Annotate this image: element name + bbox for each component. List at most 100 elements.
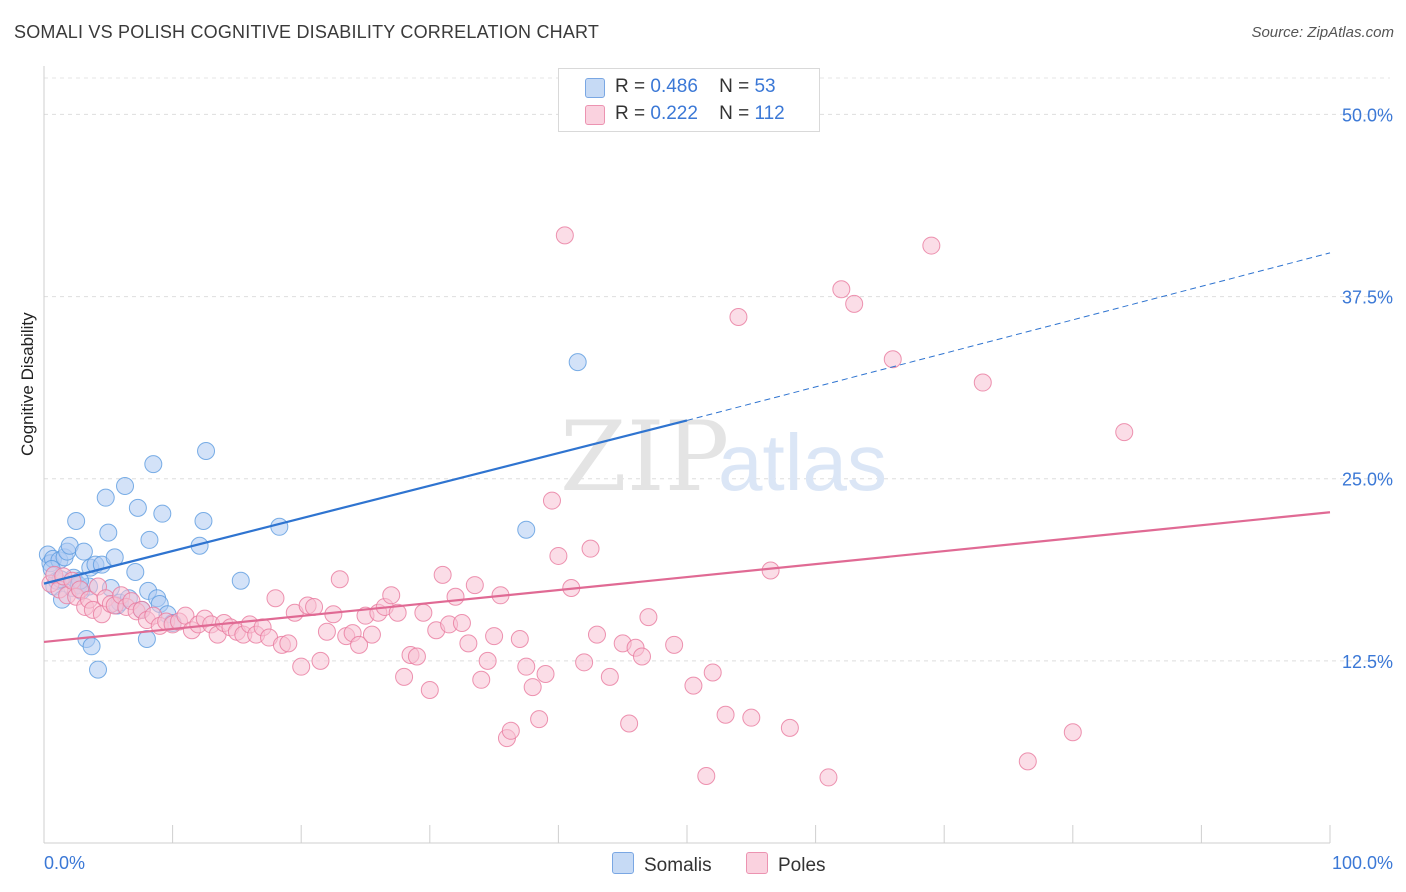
poles-point xyxy=(819,768,838,787)
poles-point xyxy=(665,635,684,654)
poles-point xyxy=(407,647,426,666)
poles-point xyxy=(536,664,555,683)
poles-point xyxy=(523,678,542,697)
poles-point xyxy=(761,561,780,580)
poles-point xyxy=(697,766,716,785)
poles-point xyxy=(729,307,748,326)
poles-point xyxy=(600,667,619,686)
somalis-point xyxy=(96,488,115,507)
somalis-point xyxy=(128,498,147,517)
poles-point xyxy=(317,622,336,641)
r-label: R = xyxy=(615,76,646,97)
poles-point xyxy=(485,627,504,646)
somalis-point xyxy=(153,504,172,523)
somalis-point xyxy=(194,511,213,530)
somalis-legend-label: Somalis xyxy=(644,855,712,876)
somalis-point xyxy=(270,517,289,536)
poles-point xyxy=(452,613,471,632)
poles-point xyxy=(1115,423,1134,442)
poles-point xyxy=(555,226,574,245)
series-legend-somalis: Somalis xyxy=(612,852,712,877)
poles-point xyxy=(632,647,651,666)
somalis-point xyxy=(126,562,145,581)
poles-legend-label: Poles xyxy=(778,855,826,876)
n-value: 53 xyxy=(754,76,776,97)
somalis-point xyxy=(82,637,101,656)
somalis-point xyxy=(116,477,135,495)
poles-point xyxy=(1018,752,1037,771)
r-value: 0.486 xyxy=(650,76,698,97)
watermark-atlas: atlas xyxy=(718,418,887,507)
somalis-trend-line xyxy=(43,419,688,585)
poles-point xyxy=(330,570,349,589)
poles-point xyxy=(420,681,439,699)
tick-labels: 12.5% 25.0% 37.5% 50.0% 0.0% 100.0% xyxy=(44,105,1393,873)
poles-point xyxy=(530,710,549,729)
r-value: 0.222 xyxy=(650,103,698,124)
poles-point xyxy=(510,630,529,648)
somalis-trend-extension xyxy=(686,252,1331,421)
axes xyxy=(43,66,1331,844)
y-tick-label: 25.0% xyxy=(1342,470,1393,490)
poles-point xyxy=(472,670,491,689)
poles-point xyxy=(883,350,902,369)
poles-point xyxy=(465,576,484,595)
poles-point xyxy=(716,705,735,724)
watermark-zip: ZIP xyxy=(560,401,729,513)
poles-point xyxy=(388,603,407,622)
somalis-point xyxy=(568,353,587,372)
somalis-swatch xyxy=(612,852,634,874)
n-value: 112 xyxy=(754,103,785,124)
x-tick-label-max: 100.0% xyxy=(1332,853,1393,873)
somalis-point xyxy=(231,571,250,590)
poles-point xyxy=(1063,723,1082,742)
poles-point xyxy=(517,657,536,676)
x-tick-label-min: 0.0% xyxy=(44,853,85,873)
poles-point xyxy=(549,546,568,565)
legend-swatch-poles xyxy=(585,105,605,125)
poles-point xyxy=(922,236,941,255)
poles-point xyxy=(684,676,703,695)
poles-point xyxy=(587,625,606,644)
somalis-point xyxy=(140,530,159,549)
poles-point xyxy=(639,608,658,627)
poles-point xyxy=(832,280,851,299)
poles-point xyxy=(395,667,414,686)
r-label: R = xyxy=(615,103,646,124)
poles-point xyxy=(459,634,478,653)
poles-point xyxy=(433,565,452,584)
poles-point xyxy=(703,663,722,682)
legend-swatch-somalis xyxy=(585,78,605,98)
poles-point xyxy=(446,587,465,606)
correlation-legend: R = 0.486 N = 53 R = 0.222 N = 112 xyxy=(558,68,820,132)
somalis-point xyxy=(67,511,86,530)
poles-point xyxy=(581,539,600,558)
poles-point xyxy=(501,721,520,740)
chart-title: SOMALI VS POLISH COGNITIVE DISABILITY CO… xyxy=(14,22,600,42)
poles-point xyxy=(973,373,992,392)
legend-stats-poles: R = 0.222 N = 112 xyxy=(615,103,785,125)
poles-point xyxy=(305,597,324,616)
poles-point xyxy=(266,589,285,608)
poles-point xyxy=(478,651,497,670)
somalis-point xyxy=(74,542,93,561)
y-tick-label: 50.0% xyxy=(1342,105,1393,125)
somalis-point xyxy=(89,660,108,679)
poles-point xyxy=(742,708,761,727)
somalis-point xyxy=(517,520,536,539)
trend-lines xyxy=(43,252,1331,644)
somalis-point xyxy=(99,523,118,542)
series-legend-poles: Poles xyxy=(746,852,826,877)
poles-point xyxy=(845,294,864,313)
n-label: N = xyxy=(719,103,750,124)
legend-stats-somalis: R = 0.486 N = 53 xyxy=(615,76,776,98)
poles-swatch xyxy=(746,852,768,874)
somalis-point xyxy=(144,455,163,474)
poles-point xyxy=(542,491,561,510)
poles-point xyxy=(362,625,381,644)
poles-point xyxy=(311,651,330,670)
somalis-point xyxy=(197,442,216,461)
chart-source: Source: ZipAtlas.com xyxy=(1251,24,1394,41)
poles-trend-line xyxy=(43,511,1331,644)
